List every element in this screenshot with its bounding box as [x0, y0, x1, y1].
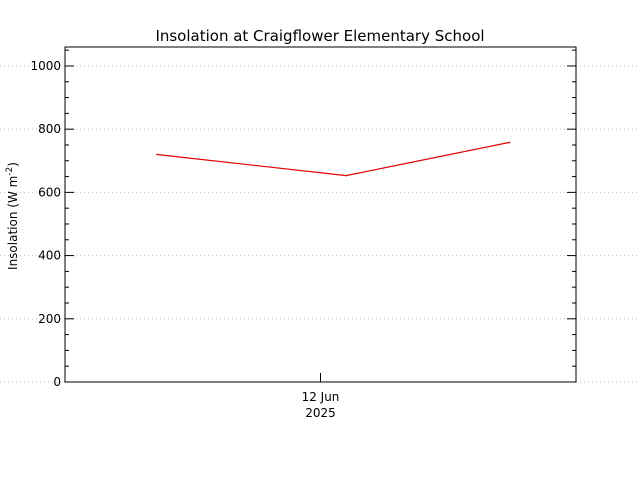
y-tick-label: 0 [53, 375, 61, 389]
plot-frame [64, 46, 577, 383]
y-axis-title: Insolation (W m-2) [5, 162, 20, 270]
x-tick-label-year: 2025 [305, 406, 336, 420]
series-layer [156, 141, 511, 177]
y-tick-label: 800 [38, 122, 61, 136]
x-tick-label-date: 12 Jun [302, 390, 340, 404]
chart-title: Insolation at Craigflower Elementary Sch… [155, 27, 484, 45]
data-point [156, 153, 158, 156]
data-point [345, 174, 347, 177]
y-axis-title-main: Insolation (W m [6, 176, 20, 270]
data-point [508, 141, 511, 144]
grid-lines [0, 65, 640, 383]
series-line [156, 141, 510, 177]
y-tick-labels: 0 200 400 600 800 1000 [30, 59, 61, 389]
y-axis-title-close: ) [6, 162, 20, 167]
y-axis-title-superscript: -2 [5, 167, 15, 176]
y-tick-label: 600 [38, 185, 61, 199]
x-tick-labels: 12 Jun 2025 [302, 390, 340, 420]
axis-ticks [65, 49, 576, 383]
y-tick-label: 200 [38, 312, 61, 326]
y-tick-label: 400 [38, 249, 61, 263]
y-tick-label: 1000 [30, 59, 61, 73]
